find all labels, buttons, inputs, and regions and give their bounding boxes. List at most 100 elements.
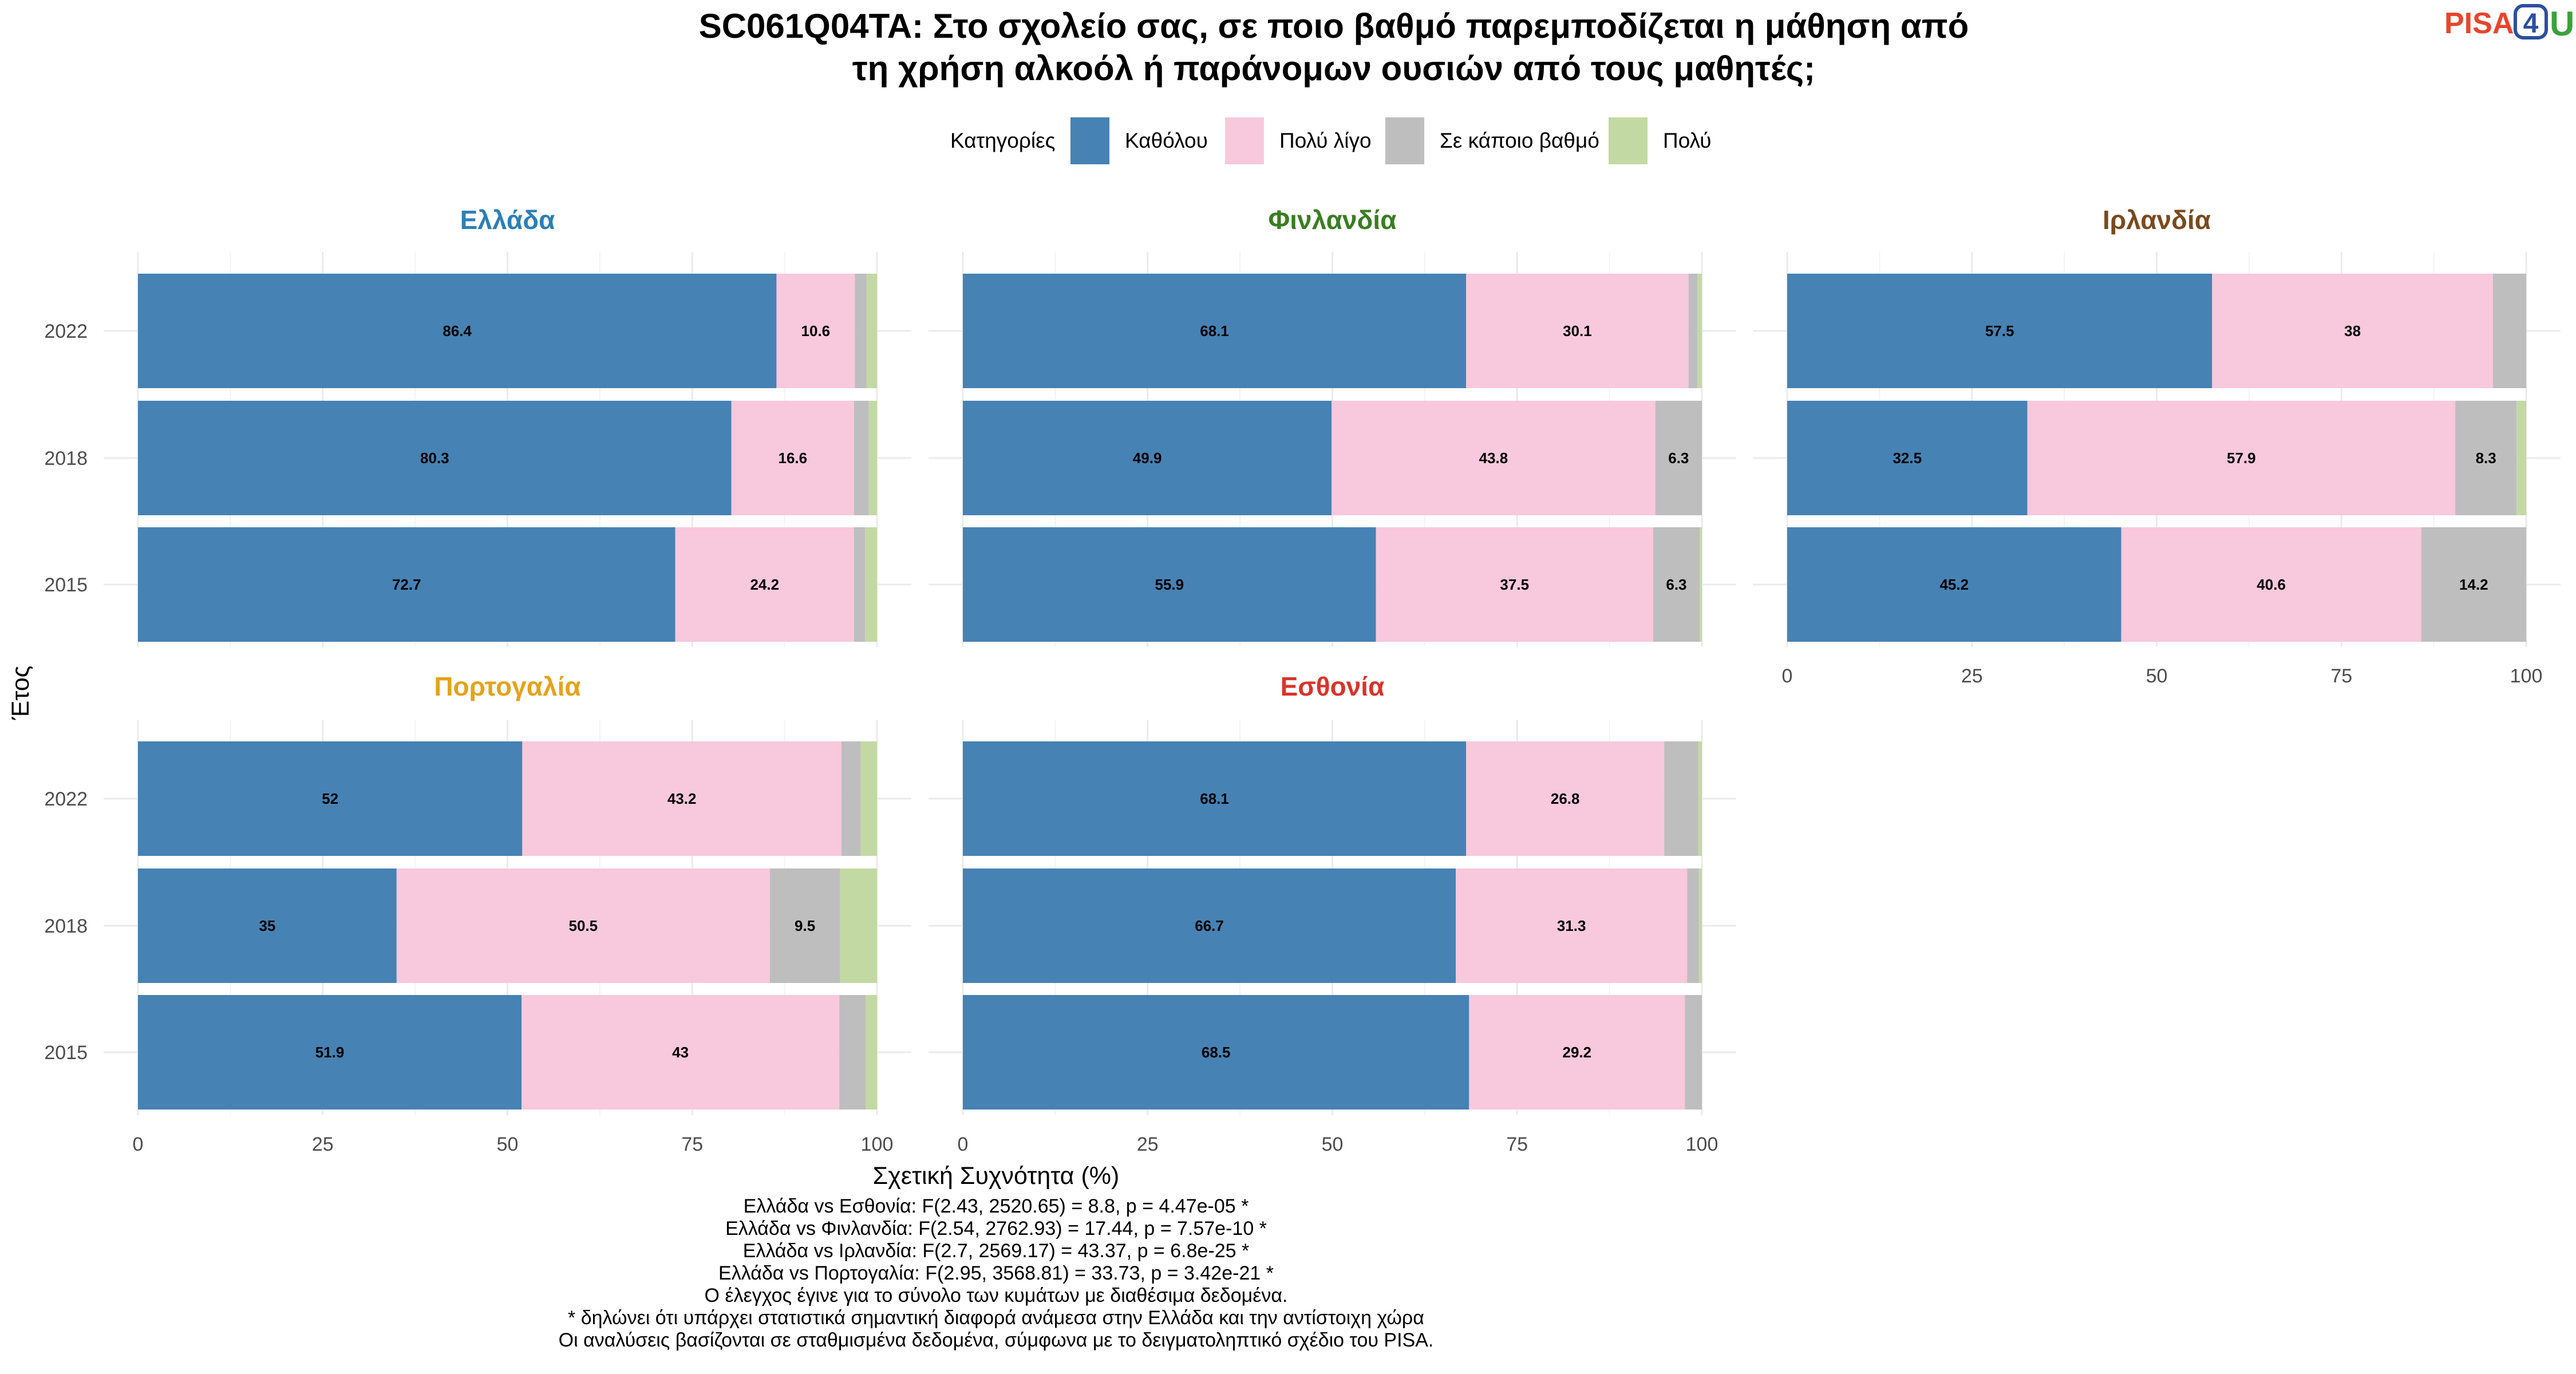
panel-title-0: Ελλάδα (460, 205, 555, 235)
bar-label-1-2018-1: 43.8 (1479, 449, 1508, 467)
legend-label-2: Σε κάποιο βαθμό (1440, 129, 1599, 152)
bar-3-2022-2 (841, 741, 861, 856)
bar-2-2018-3 (2516, 401, 2526, 515)
pisa4u-logo: PISA 4 U (2444, 4, 2574, 43)
panel-2: Ιρλανδία 57.5 38 32.5 57.9 8.3 45.2 40.6 14.2 0 25… (1753, 205, 2561, 687)
y-tick-0-2: 2015 (44, 574, 88, 596)
bar-label-2-2018-0: 32.5 (1893, 449, 1922, 467)
caption-line-5: * δηλώνει ότι υπάρχει στατιστικά σημαντι… (568, 1307, 1424, 1329)
panel-title-1: Φινλανδία (1269, 205, 1397, 235)
bar-4-2018-3 (1698, 868, 1702, 983)
legend: Κατηγορίες Καθόλου Πολύ λίγο Σε κάποιο βαθ… (950, 117, 1711, 164)
bar-3-2015-1 (521, 995, 840, 1110)
bar-4-2022-2 (1664, 741, 1698, 856)
bar-0-2015-3 (865, 527, 877, 642)
bar-0-2022-0 (138, 274, 777, 388)
bar-label-3-2022-0: 52 (322, 790, 338, 807)
x-tick-2-1: 25 (1961, 665, 1983, 687)
bar-2-2015-1 (2121, 527, 2421, 642)
caption-line-0: Ελλάδα vs Εσθονία: F(2.43, 2520.65) = 8.… (744, 1195, 1249, 1217)
caption-line-4: Ο έλεγχος έγινε για το σύνολο των κυμάτω… (705, 1285, 1288, 1306)
bar-label-4-2018-0: 66.7 (1195, 917, 1224, 934)
bar-label-2-2015-2: 14.2 (2459, 576, 2488, 593)
bar-label-2-2015-1: 40.6 (2257, 576, 2286, 593)
bar-0-2015-2 (854, 527, 866, 642)
bar-1-2015-1 (1376, 527, 1653, 642)
bar-2-2022-1 (2212, 274, 2493, 388)
bar-label-3-2015-0: 51.9 (315, 1044, 345, 1061)
caption-line-6: Οι αναλύσεις βασίζονται σε σταθμισμένα δ… (559, 1329, 1434, 1351)
bar-label-0-2015-1: 24.2 (750, 576, 779, 593)
x-tick-2-2: 50 (2146, 665, 2168, 687)
legend-swatch-1 (1225, 117, 1264, 164)
y-tick-3-0: 2022 (44, 788, 88, 810)
bar-label-2-2022-1: 38 (2344, 322, 2361, 339)
x-axis-label: Σχετική Συχνότητα (%) (873, 1162, 1120, 1190)
logo-text-pisa: PISA (2444, 7, 2514, 40)
x-tick-3-1: 25 (312, 1134, 334, 1155)
logo-badge (2514, 4, 2548, 40)
bar-0-2022-3 (866, 274, 877, 388)
bar-3-2015-3 (866, 995, 877, 1110)
x-tick-3-0: 0 (133, 1134, 144, 1155)
bar-4-2018-0 (963, 868, 1456, 983)
panel-0: Ελλάδα 86.4 10.6 80.3 16.6 72.7 24.2 2022 2018 20… (44, 205, 911, 647)
y-tick-0-0: 2022 (44, 321, 88, 342)
x-tick-4-2: 50 (1322, 1134, 1344, 1155)
bar-1-2015-3 (1700, 527, 1702, 642)
bar-1-2018-0 (963, 401, 1332, 515)
bar-2-2015-2 (2421, 527, 2526, 642)
bar-4-2015-0 (963, 995, 1469, 1110)
bar-1-2022-3 (1697, 274, 1702, 388)
bar-label-4-2022-1: 26.8 (1551, 790, 1580, 807)
legend-swatch-0 (1070, 117, 1109, 164)
x-tick-4-0: 0 (958, 1134, 969, 1155)
bar-3-2018-0 (138, 868, 397, 983)
bar-0-2018-2 (854, 401, 869, 515)
caption: Ελλάδα vs Εσθονία: F(2.43, 2520.65) = 8.… (559, 1195, 1434, 1351)
bar-label-0-2022-1: 10.6 (801, 322, 831, 339)
legend-swatch-2 (1385, 117, 1424, 164)
bar-0-2015-0 (138, 527, 675, 642)
x-tick-2-3: 75 (2330, 665, 2352, 687)
panel-title-4: Εσθονία (1281, 672, 1385, 701)
x-tick-3-4: 100 (861, 1134, 894, 1155)
legend-label-0: Καθόλου (1125, 129, 1208, 152)
bar-4-2015-1 (1469, 995, 1685, 1110)
bar-label-2-2022-0: 57.5 (1985, 322, 2014, 339)
bar-2-2022-2 (2492, 274, 2526, 388)
bar-4-2022-3 (1698, 741, 1702, 856)
x-tick-3-2: 50 (497, 1134, 519, 1155)
bar-4-2022-1 (1466, 741, 1665, 856)
bar-1-2015-0 (963, 527, 1376, 642)
x-tick-4-4: 100 (1686, 1134, 1718, 1155)
x-tick-4-1: 25 (1137, 1134, 1159, 1155)
bar-label-1-2018-2: 6.3 (1668, 449, 1689, 467)
bar-label-0-2018-1: 16.6 (779, 449, 808, 467)
bar-label-1-2022-1: 30.1 (1563, 322, 1592, 339)
y-tick-0-1: 2018 (44, 448, 88, 469)
bar-label-1-2022-0: 68.1 (1200, 322, 1229, 339)
bar-2-2018-1 (2027, 401, 2456, 515)
bar-1-2018-2 (1655, 401, 1702, 515)
panel-title-2: Ιρλανδία (2103, 205, 2211, 235)
x-tick-2-4: 100 (2510, 665, 2543, 687)
bar-2-2022-0 (1787, 274, 2212, 388)
panel-1: Φινλανδία 68.1 30.1 49.9 43.8 6.3 55.9 37.5 6.3 (929, 205, 1736, 647)
legend-swatch-3 (1609, 117, 1647, 164)
bar-label-0-2018-0: 80.3 (420, 449, 449, 467)
bar-label-4-2015-1: 29.2 (1563, 1044, 1592, 1061)
bar-label-0-2015-0: 72.7 (392, 576, 421, 593)
logo-text-u: U (2550, 5, 2574, 43)
bar-label-3-2018-1: 50.5 (569, 917, 598, 934)
bar-3-2022-0 (138, 741, 523, 856)
bar-label-3-2018-2: 9.5 (795, 917, 815, 934)
bar-label-3-2022-1: 43.2 (667, 790, 697, 807)
panel-3: Πορτογαλία 52 43.2 35 50.5 9.5 51.9 43 2022 2018 2… (44, 672, 911, 1155)
x-tick-2-0: 0 (1782, 665, 1793, 687)
bar-1-2018-1 (1332, 401, 1656, 515)
caption-line-2: Ελλάδα vs Ιρλανδία: F(2.7, 2569.17) = 43… (743, 1240, 1249, 1262)
bar-label-2-2015-0: 45.2 (1939, 576, 1969, 593)
